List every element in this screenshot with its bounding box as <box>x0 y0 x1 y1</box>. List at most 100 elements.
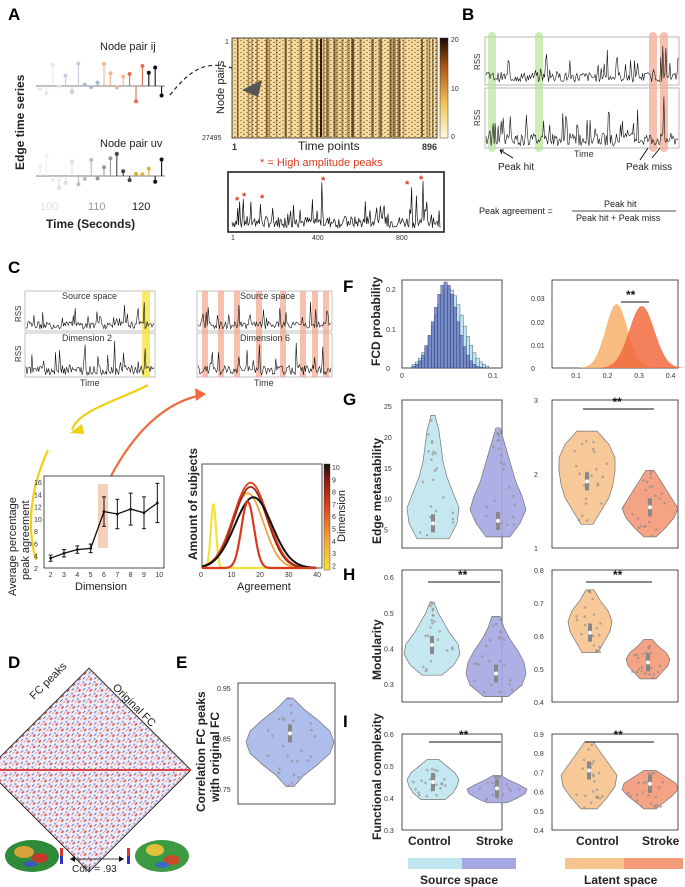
stem-plot-ij <box>38 61 164 104</box>
panel-f: 0.2 0.1 0 0 0.1 0.03 0.02 0.01 0 0.1 0.2 0.3 0.4 FC… <box>369 276 685 380</box>
sig-stars-4: ** <box>459 728 469 742</box>
violin-2-control-median <box>430 642 434 647</box>
violin-0-control-dot-18 <box>419 531 422 534</box>
violin-5-control-dot-1 <box>590 743 594 747</box>
latent-space-legend: Latent space <box>584 873 658 887</box>
violin-panel-2: 0.6 0.5 0.4 0.3 ** <box>384 568 527 703</box>
violin-5-control-dot-11 <box>589 801 593 805</box>
violin-4-control-dot-17 <box>425 794 429 798</box>
violin-4-control-dot-21 <box>435 793 438 797</box>
violin-e-shape-dot-16 <box>277 771 281 775</box>
violin-4-control-dot-2 <box>444 784 447 787</box>
violin-0-control-dot-11 <box>421 480 425 484</box>
violin-2-control-dot-6 <box>424 634 427 638</box>
brain-right <box>135 840 189 872</box>
violin-1-control-dot-13 <box>581 514 584 517</box>
violin-4-stroke-dot-1 <box>505 783 509 786</box>
line-ytick-10: 10 <box>34 517 42 524</box>
stem-dot-6 <box>76 61 81 66</box>
stem-plot-uv <box>38 151 164 190</box>
modularity-ylabel: Modularity <box>370 619 384 680</box>
violin-axes-3 <box>551 569 679 703</box>
violin-1-stroke-dot-13 <box>644 489 648 492</box>
rss-c-source-left <box>25 301 155 330</box>
violin-4-stroke-dot-12 <box>486 781 490 785</box>
time-points-label: Time points <box>298 139 360 153</box>
violin-2-stroke-dot-11 <box>498 660 502 663</box>
violin-2-control-dot-1 <box>429 626 432 629</box>
rss-trace-a <box>231 180 441 229</box>
violin-5-stroke-dot-0 <box>654 795 658 799</box>
rss-label-b1: RSS <box>473 54 482 70</box>
salmon-band-7 <box>323 291 329 377</box>
violin-2-control-dot-20 <box>431 622 434 625</box>
violin-1-stroke-dot-10 <box>660 492 664 495</box>
fcd-histogram-source: 0.2 0.1 0 0 0.1 <box>386 281 498 380</box>
violin-1-stroke-dot-5 <box>645 480 649 484</box>
source-space-title-left: Source space <box>62 291 117 301</box>
violin-panel-1: 3 2 1 ** <box>534 395 679 553</box>
line-ytick-14: 14 <box>34 492 42 499</box>
violin-0-control-dot-7 <box>432 450 435 454</box>
dim-cbar-tick-9: 9 <box>332 477 336 484</box>
violin-2-control-dot-8 <box>436 638 440 641</box>
rss-peak-stars: * * ** * * <box>235 174 424 207</box>
stem-dot-19 <box>159 93 164 98</box>
violin-0-stroke-median <box>496 518 500 523</box>
line-xtick-2: 2 <box>49 572 53 579</box>
violin-0-control-dot-6 <box>435 467 439 470</box>
yellow-highlight-band <box>142 291 150 377</box>
heat-stripe-25 <box>394 39 396 137</box>
salmon-band-4 <box>280 291 286 377</box>
line-ytick-6: 6 <box>34 541 38 548</box>
node-pair-uv-label: Node pair uv <box>100 138 163 150</box>
dim-cbar-tick-10: 10 <box>332 465 340 472</box>
violin-ytick-0-4: 5 <box>384 528 388 535</box>
violin-1-stroke-dot-15 <box>649 472 652 476</box>
heat-stripe-8 <box>326 39 329 137</box>
dim-cbar-tick-5: 5 <box>332 527 336 534</box>
formula-denominator: Peak hit + Peak miss <box>576 213 661 223</box>
panel-c: Source space Dimension 2 RSS RSS Time So… <box>7 290 348 596</box>
violin-ytick-5-4: 0.5 <box>534 809 544 816</box>
violin-ytick-2-0: 0.6 <box>384 575 394 582</box>
violin-2-control-dot-9 <box>431 613 435 617</box>
violin-4-control-dot-6 <box>443 778 446 781</box>
heat-y-bottom: 27495 <box>202 135 222 142</box>
hist-stroke-bar-19 <box>472 364 477 369</box>
heat-stripe-32 <box>311 39 313 137</box>
stem-dot-18 <box>153 179 158 184</box>
peak-star-4: * <box>405 179 410 191</box>
stem-dot-14 <box>127 72 132 77</box>
violin-4-stroke-dot-14 <box>491 781 494 785</box>
violin-0-control-dot-17 <box>425 533 429 537</box>
violin-2-stroke-dot-7 <box>503 664 506 667</box>
fcd-histogram-latent: 0.03 0.02 0.01 0 0.1 0.2 0.3 0.4 <box>531 296 685 380</box>
brain-left <box>5 840 59 872</box>
hist-stroke-bar-16 <box>463 346 467 369</box>
dim-cbar-tick-3: 3 <box>332 551 336 558</box>
time-c-left: Time <box>80 378 100 388</box>
stem-dot-12 <box>114 151 119 156</box>
violin-2-control-dot-7 <box>431 607 435 611</box>
violin-0-stroke-dot-20 <box>500 522 503 525</box>
violin-1-stroke-dot-19 <box>643 525 647 528</box>
rss-trace-b2 <box>485 96 679 147</box>
hist-stroke-bar-8 <box>437 294 442 369</box>
peak-highlight-bands <box>488 32 668 152</box>
line-xtick-8: 8 <box>129 572 133 579</box>
violin-ytick-1-1: 2 <box>534 472 538 479</box>
agreement-point-8 <box>129 507 133 511</box>
rss-c-dim6 <box>197 342 332 376</box>
violin-2-control-dot-11 <box>422 665 425 669</box>
agreement-point-6 <box>102 510 106 513</box>
heat-stripe-10 <box>351 39 355 137</box>
stem-dot-7 <box>82 176 87 181</box>
rss-trace-b1 <box>485 45 679 83</box>
violin-4-control-dot-5 <box>435 783 438 787</box>
violin-3-stroke-dot-9 <box>640 666 644 669</box>
violin-3-control-dot-14 <box>597 633 601 637</box>
violin-0-control-dot-21 <box>430 441 434 445</box>
panel-b: RSS RSS Time Peak hit Peak miss Peak agr… <box>473 32 680 223</box>
f-left-ytick-1: 0.1 <box>386 327 396 334</box>
